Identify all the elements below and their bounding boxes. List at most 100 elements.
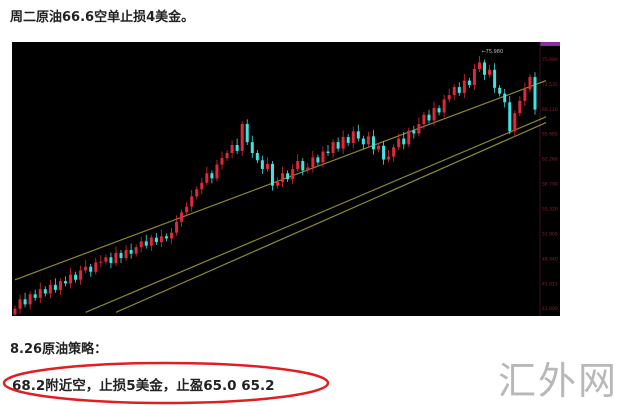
chart-background (12, 42, 560, 316)
candle-up (79, 270, 83, 280)
y-tick-label: 41.600 (542, 306, 558, 312)
candle-up (281, 173, 285, 182)
candle-up (205, 173, 209, 183)
candle-up (341, 137, 345, 149)
candle-up (432, 108, 436, 121)
candle-down (498, 87, 502, 94)
candle-down (23, 299, 27, 305)
candle-down (346, 137, 350, 143)
candle-down (301, 160, 305, 171)
candle-up (28, 294, 32, 305)
candle-up (417, 124, 421, 134)
trendline (115, 122, 547, 313)
candle-up (397, 138, 401, 148)
candle-up (422, 114, 426, 125)
candle-up (159, 236, 163, 243)
candle-up (18, 299, 22, 309)
axis-top-marker (540, 42, 560, 46)
candle-up (351, 131, 355, 143)
y-tick-label: 51.900 (542, 231, 558, 237)
candle-up (200, 182, 204, 190)
candle-up (114, 252, 118, 264)
candle-down (467, 80, 471, 85)
candle-down (260, 160, 264, 169)
crude-oil-candlestick-chart: 75.980 72.535 69.110 65.685 62.260 58.790 55.3… (12, 42, 560, 316)
candle-up (265, 163, 269, 169)
candle-up (139, 241, 143, 248)
candle-up (58, 281, 62, 290)
candle-up (366, 136, 370, 145)
candle-down (255, 153, 259, 161)
candle-up (38, 289, 42, 298)
candle-up (321, 151, 325, 163)
candle-up (170, 232, 174, 239)
candle-down (427, 114, 431, 121)
candle-down (316, 157, 320, 163)
peak-annotation: ←75.980 (481, 49, 503, 55)
watermark: 汇外网 (498, 359, 619, 403)
candle-up (528, 76, 532, 90)
article-title: 周二原油66.6空单止损4美金。 (10, 10, 195, 25)
trendline (85, 116, 547, 313)
candle-up (376, 145, 380, 150)
candle-down (457, 87, 461, 93)
candle-up (185, 206, 189, 213)
candle-up (462, 80, 466, 93)
candle-down (33, 294, 37, 298)
y-tick-label: 62.260 (542, 156, 558, 162)
candle-down (336, 142, 340, 149)
candle-down (503, 93, 507, 103)
candle-up (13, 308, 17, 315)
candle-up (447, 95, 451, 100)
candle-up (215, 164, 219, 179)
candle-up (296, 160, 300, 169)
candle-up (149, 237, 153, 246)
candle-down (270, 163, 274, 186)
candle-down (250, 142, 254, 154)
candle-up (124, 250, 128, 259)
candle-up (387, 156, 391, 160)
candle-up (291, 168, 295, 180)
candle-up (442, 99, 446, 113)
candle-up (240, 124, 244, 151)
candle-down (43, 289, 47, 294)
candle-up (392, 147, 396, 157)
candle-down (164, 236, 168, 239)
candle-up (94, 262, 98, 272)
candle-up (84, 266, 88, 271)
candle-down (437, 108, 441, 113)
candle-down (326, 151, 330, 154)
y-tick-label: 65.685 (542, 132, 558, 138)
candle-down (53, 284, 57, 290)
candle-up (407, 130, 411, 145)
candle-up (48, 284, 52, 294)
candle-down (245, 124, 249, 143)
candle-down (382, 145, 386, 160)
strategy-heading: 8.26原油策略： (10, 342, 108, 357)
candle-down (74, 274, 78, 280)
candle-up (518, 100, 522, 114)
candle-up (180, 212, 184, 222)
candle-down (129, 250, 133, 254)
candle-down (493, 69, 497, 88)
candle-down (109, 257, 113, 264)
candle-up (452, 87, 456, 96)
candle-down (371, 136, 375, 150)
red-highlight-ellipse (2, 361, 330, 405)
candle-down (119, 252, 123, 259)
candle-down (533, 76, 537, 110)
candle-up (230, 145, 234, 154)
candle-down (412, 130, 416, 134)
y-tick-label: 69.110 (542, 107, 558, 113)
candle-down (63, 281, 67, 284)
candle-down (286, 173, 290, 180)
candle-up (477, 62, 481, 69)
candle-up (276, 181, 280, 186)
candle-up (523, 89, 527, 101)
candle-up (190, 196, 194, 207)
candle-up (134, 247, 138, 254)
candle-down (144, 241, 148, 246)
y-tick-label: 72.535 (542, 82, 558, 88)
y-tick-label: 75.980 (542, 57, 558, 63)
candle-up (99, 261, 103, 263)
